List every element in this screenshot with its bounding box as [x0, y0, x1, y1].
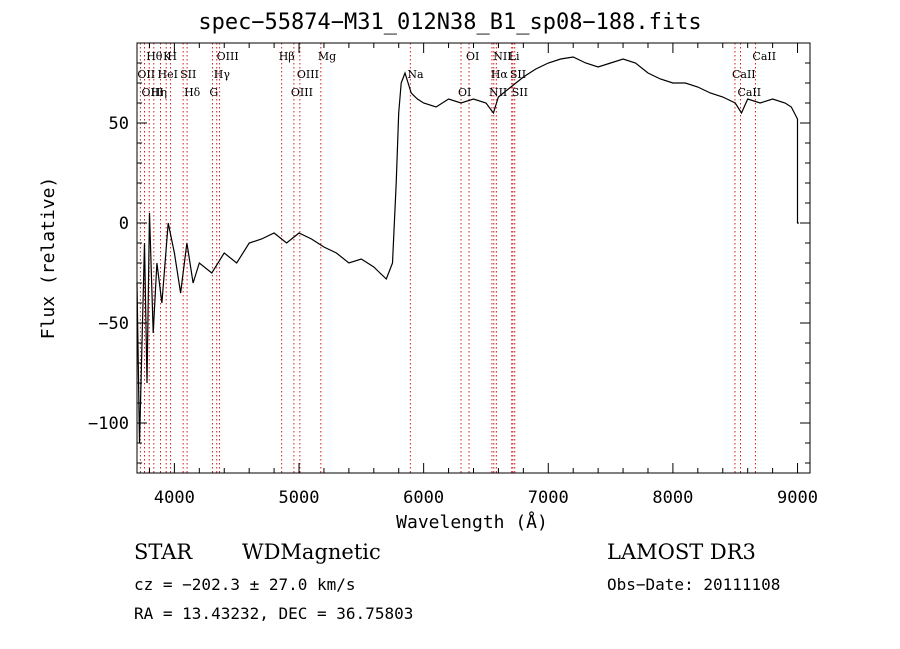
line-label: OIII — [141, 86, 163, 99]
line-label: H — [167, 50, 177, 63]
survey-name: LAMOST DR3 — [607, 540, 756, 564]
line-label: Hθ — [146, 50, 163, 63]
line-label: Hα — [491, 68, 509, 81]
x-tick-label: 6000 — [403, 488, 444, 508]
x-tick-label: 9000 — [777, 488, 818, 508]
line-label: CaII — [752, 50, 776, 63]
y-tick-label: −100 — [88, 414, 129, 434]
redshift-cz: cz = −202.3 ± 27.0 km/s — [134, 575, 356, 594]
line-label: OIII — [217, 50, 239, 63]
x-tick-label: 5000 — [279, 488, 320, 508]
observation-date: Obs−Date: 20111108 — [607, 575, 781, 594]
y-tick-label: 0 — [119, 214, 129, 234]
spectral-line-labels: HθOIIOIIIKHeIHηHSIIHδOIIIHγGHβOIIIOIIIMg… — [137, 50, 776, 99]
x-tick-label: 8000 — [652, 488, 693, 508]
line-label: Mg — [318, 50, 336, 63]
line-label: OIII — [291, 86, 313, 99]
line-label: OII — [137, 68, 155, 81]
line-label: CaII — [732, 68, 756, 81]
line-label: HeI — [158, 68, 178, 81]
y-tick-label: 50 — [109, 114, 129, 134]
axis-tick-labels: 4000 5000 6000 7000 8000 9000 −100 −50 0 50 — [88, 114, 818, 508]
line-label: Hβ — [279, 50, 295, 63]
line-label: OIII — [297, 68, 319, 81]
spectrum-line — [136, 56, 799, 444]
line-label: Na — [407, 68, 424, 81]
line-label: SII — [180, 68, 196, 81]
line-label: K — [163, 50, 172, 63]
line-label: NII — [493, 50, 511, 63]
x-axis-label: Wavelength (Å) — [396, 511, 548, 533]
line-label: OI — [466, 50, 479, 63]
chart-title: spec−55874−M31_012N38_B1_sp08−188.fits — [198, 10, 702, 35]
line-label: CaII — [737, 86, 761, 99]
coordinates: RA = 13.43232, DEC = 36.75803 — [134, 604, 414, 623]
y-tick-label: −50 — [98, 314, 129, 334]
line-label: OI — [458, 86, 471, 99]
line-label: G — [209, 86, 218, 99]
line-label: SII — [512, 86, 528, 99]
axis-ticks — [137, 43, 810, 473]
line-label: Hδ — [184, 86, 201, 99]
line-label: SII — [510, 68, 526, 81]
spectral-line-markers — [139, 43, 756, 473]
line-label: Li — [509, 50, 520, 63]
plot-frame — [136, 42, 811, 474]
line-label: Hη — [151, 86, 167, 99]
object-subclass: WDMagnetic — [242, 540, 381, 564]
object-class: STAR — [134, 540, 193, 564]
x-tick-label: 7000 — [528, 488, 569, 508]
y-axis-label: Flux (relative) — [38, 177, 59, 340]
line-label: NII — [489, 86, 507, 99]
line-label: Hγ — [214, 68, 231, 81]
x-tick-label: 4000 — [154, 488, 195, 508]
